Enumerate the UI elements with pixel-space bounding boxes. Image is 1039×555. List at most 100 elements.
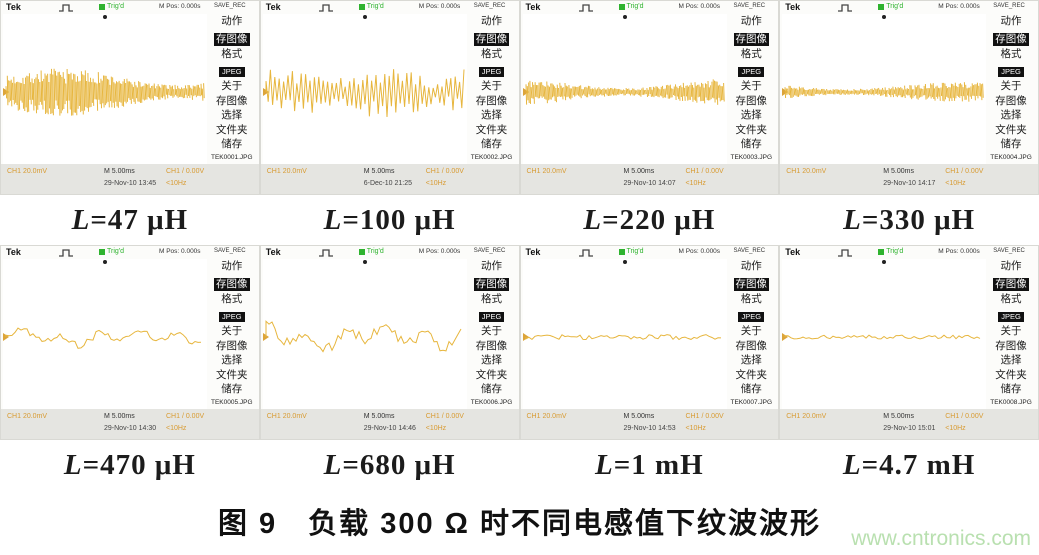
menu-item-save-image: 存图像	[475, 94, 508, 107]
trigger-source-readout: CH1 / 0.00V	[425, 168, 464, 175]
menu-item-format: 格式	[740, 47, 762, 60]
ch1-scale-readout: CH1 20.0mV	[266, 413, 307, 420]
menu-item-save-image: 存图像	[216, 339, 248, 352]
menu-item-store: 储存	[481, 383, 502, 395]
saved-filename: TEK0002.JPG	[470, 153, 513, 161]
trigger-frequency-readout: <10Hz	[425, 180, 447, 187]
menu-item-format: 格式	[1000, 47, 1022, 60]
oscilloscope-panel: Tek Trig'd M Pos: 0.000s SAVE_REC 动作 存图像…	[259, 245, 520, 440]
menu-item-about: 关于	[221, 80, 243, 92]
trigger-frequency-readout: <10Hz	[425, 425, 447, 432]
waveform-screen	[522, 14, 727, 166]
trigger-source-readout: CH1 / 0.00V	[166, 413, 205, 420]
datetime-readout: 29-Nov-10 14:46	[363, 425, 416, 432]
trigger-status-icon	[618, 3, 625, 10]
trigger-position-marker-icon	[622, 260, 627, 264]
tek-logo: Tek	[525, 2, 541, 12]
trigger-source-readout: CH1 / 0.00V	[685, 168, 724, 175]
menu-item-action: 动作	[740, 260, 762, 272]
trigger-frequency-readout: <10Hz	[166, 180, 187, 187]
save-rec-label: SAVE_REC	[733, 3, 766, 9]
menu-item-format-value: JPEG	[738, 312, 765, 322]
save-rec-label: SAVE_REC	[473, 3, 506, 9]
status-bar: CH1 20.0mV M 5.00ms CH1 / 0.00V 29-Nov-1…	[780, 164, 1038, 194]
inductance-label: L=47 μH	[71, 203, 189, 236]
pulse-icon	[318, 4, 333, 12]
trigger-source-readout: CH1 / 0.00V	[945, 168, 984, 175]
datetime-readout: 29-Nov-10 13:45	[104, 180, 157, 187]
trigger-position-marker-icon	[622, 15, 627, 19]
status-bar: CH1 20.0mV M 5.00ms CH1 / 0.00V 29-Nov-1…	[520, 409, 779, 439]
trigger-status-icon	[99, 3, 105, 10]
save-rec-label: SAVE_REC	[993, 3, 1025, 9]
menu-item-about: 关于	[481, 80, 502, 92]
saved-filename: TEK0004.JPG	[990, 153, 1032, 161]
menu-item-select: 选择	[221, 354, 243, 366]
horizontal-position-readout: M Pos: 0.000s	[418, 3, 461, 10]
menu-item-action: 动作	[221, 15, 243, 27]
datetime-readout: 6-Dec-10 21:25	[363, 180, 413, 187]
menu-item-format-value: JPEG	[478, 67, 505, 77]
menu-item-about: 关于	[740, 325, 762, 337]
tek-logo: Tek	[6, 247, 21, 257]
menu-item-format: 格式	[221, 47, 243, 60]
menu-item-about: 关于	[740, 80, 762, 92]
menu-item-format: 格式	[1000, 292, 1022, 305]
trigger-status-label: Trig'd	[626, 248, 644, 255]
menu-item-format-value: JPEG	[218, 67, 245, 77]
waveform-screen	[522, 259, 727, 411]
trigger-status-label: Trig'd	[886, 248, 904, 255]
trigger-status-icon	[878, 248, 885, 255]
oscilloscope-panel: Tek Trig'd M Pos: 0.000s SAVE_REC 动作 存图像…	[779, 0, 1039, 195]
saved-filename: TEK0005.JPG	[210, 398, 253, 406]
timebase-readout: M 5.00ms	[363, 413, 395, 420]
scope-header: Tek Trig'd M Pos: 0.000s SAVE_REC	[521, 246, 779, 259]
menu-item-save-image-selected: 存图像	[993, 277, 1029, 291]
trigger-status: Trig'd	[878, 3, 903, 10]
ch1-scale-readout: CH1 20.0mV	[526, 168, 567, 175]
waveform-screen	[262, 259, 467, 411]
datetime-readout: 29-Nov-10 14:17	[883, 180, 936, 187]
tek-logo: Tek	[265, 247, 281, 257]
saved-filename: TEK0003.JPG	[730, 153, 773, 161]
menu-item-folder: 文件夹	[216, 368, 248, 381]
soft-menu: 动作 存图像 格式 JPEG 关于 存图像 选择 文件夹 储存 TEK0005.…	[206, 259, 258, 413]
menu-item-format: 格式	[481, 292, 502, 305]
oscilloscope-panel: Tek Trig'd M Pos: 0.000s SAVE_REC 动作 存图像…	[519, 0, 780, 195]
waveform-screen	[3, 14, 207, 166]
horizontal-position-readout: M Pos: 0.000s	[678, 248, 721, 255]
trigger-position-marker-icon	[103, 15, 107, 19]
datetime-readout: 29-Nov-10 14:30	[104, 425, 157, 432]
menu-item-save-image: 存图像	[735, 94, 768, 107]
label-row-top: L=47 μH L=100 μH L=220 μH L=330 μH	[0, 195, 1039, 245]
inductance-label: L=4.7 mH	[842, 448, 976, 481]
pulse-icon	[578, 4, 593, 12]
scope-header: Tek Trig'd M Pos: 0.000s SAVE_REC	[1, 246, 259, 259]
trigger-status-label: Trig'd	[107, 3, 125, 10]
label-row-bottom: L=470 μH L=680 μH L=1 mH L=4.7 mH	[0, 440, 1039, 490]
ch1-scale-readout: CH1 20.0mV	[526, 413, 567, 420]
menu-item-store: 储存	[481, 138, 502, 150]
menu-item-action: 动作	[1000, 260, 1022, 272]
menu-item-folder: 文件夹	[995, 368, 1027, 381]
trigger-status-icon	[99, 248, 105, 255]
waveform-trace	[525, 334, 721, 341]
figure-caption: 图 9 负载 300 Ω 时不同电感值下纹波波形	[218, 508, 821, 540]
waveform-trace	[784, 82, 984, 102]
trigger-status: Trig'd	[618, 3, 644, 10]
menu-item-store: 储存	[740, 383, 762, 395]
pulse-icon	[59, 4, 73, 12]
save-rec-label: SAVE_REC	[214, 3, 246, 9]
menu-item-select: 选择	[221, 109, 243, 121]
horizontal-position-readout: M Pos: 0.000s	[938, 3, 980, 10]
trigger-status: Trig'd	[358, 3, 384, 10]
trigger-status: Trig'd	[618, 248, 644, 255]
waveform-screen	[782, 14, 987, 166]
menu-item-select: 选择	[481, 354, 502, 366]
saved-filename: TEK0001.JPG	[210, 153, 253, 161]
trigger-status-label: Trig'd	[626, 3, 644, 10]
menu-item-folder: 文件夹	[475, 123, 508, 136]
tek-logo: Tek	[785, 247, 801, 257]
tek-logo: Tek	[525, 247, 541, 257]
status-bar: CH1 20.0mV M 5.00ms CH1 / 0.00V 29-Nov-1…	[520, 164, 779, 194]
